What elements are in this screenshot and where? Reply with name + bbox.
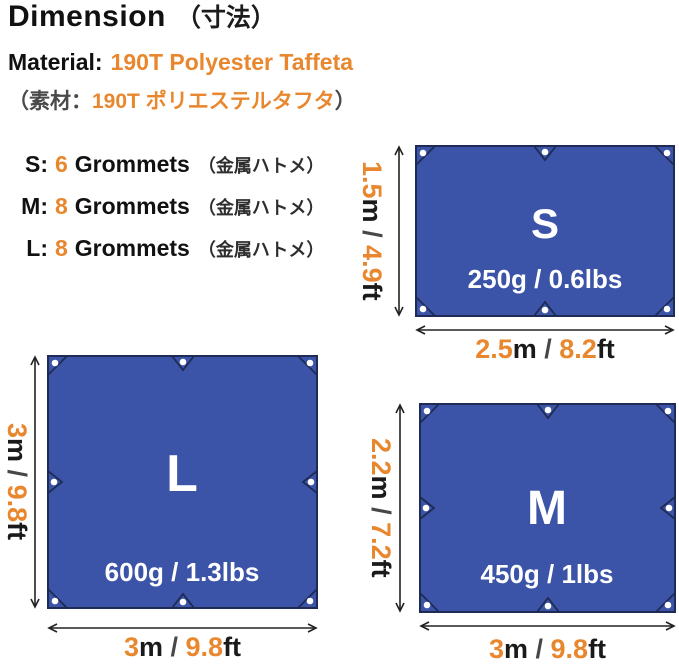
l-tarp-letter: L <box>166 445 198 503</box>
material-jp-suffix: ） <box>334 90 356 113</box>
l-grommets <box>50 358 315 606</box>
l-width-imperial: 9.8 <box>185 632 224 662</box>
m-width-imperial: 9.8 <box>550 634 589 664</box>
m-height-imperial-unit: ft <box>366 559 396 578</box>
l-width-label: 3m / 9.8ft <box>47 632 318 662</box>
grommet-count: 8 <box>55 193 68 219</box>
l-horizontal-arrow <box>47 623 318 633</box>
page-title: Dimension （寸法） <box>8 0 276 34</box>
s-tarp-graphic <box>415 145 675 317</box>
s-width-metric: 2.5 <box>475 334 513 364</box>
grommet-jp: （金属ハトメ） <box>197 156 325 176</box>
material-label: Material: <box>8 49 103 75</box>
m-grommets <box>422 406 673 610</box>
m-width-imperial-unit: ft <box>588 634 607 664</box>
l-vertical-arrow <box>30 355 40 609</box>
l-height-imperial-unit: ft <box>2 522 32 541</box>
material-line: Material: 190T Polyester Taffeta <box>8 49 353 76</box>
l-height-metric-unit: m <box>2 438 32 463</box>
grommet-row-m: M: 8 Grommets （金属ハトメ） <box>4 193 354 235</box>
s-height-imperial: 4.9 <box>357 245 387 283</box>
s-horizontal-arrow <box>415 325 675 335</box>
s-tarp-fabric <box>415 145 675 317</box>
s-width-label: 2.5m / 8.2ft <box>415 334 675 364</box>
s-width-metric-unit: m <box>512 334 537 364</box>
grommet-size-label: S: <box>25 151 48 177</box>
m-tarp-graphic <box>419 403 676 613</box>
m-height-divider: / <box>366 499 396 523</box>
l-width-imperial-unit: ft <box>223 632 242 662</box>
material-line-japanese: （素材：190T ポリエステルタフタ） <box>8 85 356 115</box>
grommet-word: Grommets <box>74 193 190 219</box>
s-height-metric: 1.5 <box>357 161 387 199</box>
grommet-size-label: L: <box>26 235 48 261</box>
m-height-metric: 2.2 <box>366 438 396 476</box>
grommet-jp: （金属ハトメ） <box>197 240 325 260</box>
l-height-imperial: 9.8 <box>2 485 32 523</box>
l-width-metric: 3 <box>123 632 139 662</box>
material-value: 190T Polyester Taffeta <box>110 49 354 75</box>
s-width-imperial: 8.2 <box>559 334 597 364</box>
grommet-size-label: M: <box>21 193 48 219</box>
m-width-divider: / <box>528 634 551 664</box>
m-height-imperial: 7.2 <box>366 522 396 560</box>
material-jp-value: 190T ポリエステルタフタ <box>92 90 335 113</box>
m-height-metric-unit: m <box>366 475 396 500</box>
l-width-metric-unit: m <box>138 632 163 662</box>
l-height-metric: 3 <box>2 423 32 439</box>
grommet-list: S: 6 Grommets （金属ハトメ） M: 8 Grommets （金属ハトメ） L:… <box>4 151 354 277</box>
m-width-metric: 3 <box>488 634 504 664</box>
s-height-divider: / <box>357 222 387 246</box>
s-width-imperial-unit: ft <box>596 334 615 364</box>
s-height-label: 1.5m / 4.9ft <box>357 145 387 317</box>
s-corner-reinforcements <box>415 145 675 317</box>
s-tarp-letter: S <box>530 200 560 247</box>
m-tarp-letter: M <box>527 482 567 535</box>
grommet-row-l: L: 8 Grommets （金属ハトメ） <box>4 235 354 277</box>
title-english: Dimension <box>8 0 166 33</box>
m-width-metric-unit: m <box>503 634 528 664</box>
m-vertical-arrow <box>395 403 405 613</box>
l-height-label: 3m / 9.8ft <box>2 355 32 609</box>
m-width-label: 3m / 9.8ft <box>419 634 676 664</box>
l-tarp-fabric <box>47 355 318 609</box>
m-height-label: 2.2m / 7.2ft <box>366 403 396 613</box>
l-width-divider: / <box>163 632 186 662</box>
m-horizontal-arrow <box>419 621 676 631</box>
l-tarp-graphic <box>47 355 318 609</box>
s-tarp-weight: 250g / 0.6lbs <box>467 264 623 294</box>
s-vertical-arrow <box>394 145 404 317</box>
s-height-metric-unit: m <box>357 198 387 223</box>
m-tarp-weight: 450g / 1lbs <box>480 559 614 589</box>
s-grommets <box>419 148 671 314</box>
grommet-word: Grommets <box>74 235 190 261</box>
grommet-word: Grommets <box>74 151 190 177</box>
grommet-row-s: S: 6 Grommets （金属ハトメ） <box>4 151 354 193</box>
m-corner-reinforcements <box>419 403 676 613</box>
l-corner-reinforcements <box>47 355 318 609</box>
grommet-jp: （金属ハトメ） <box>197 198 325 218</box>
grommet-count: 8 <box>55 235 68 261</box>
s-height-imperial-unit: ft <box>357 282 387 301</box>
material-jp-prefix: （素材： <box>8 90 92 113</box>
s-width-divider: / <box>536 334 560 364</box>
m-tarp-fabric <box>419 403 676 613</box>
title-japanese: （寸法） <box>175 4 276 32</box>
l-height-divider: / <box>2 462 32 486</box>
grommet-count: 6 <box>55 151 68 177</box>
l-tarp-weight: 600g / 1.3lbs <box>104 557 260 587</box>
